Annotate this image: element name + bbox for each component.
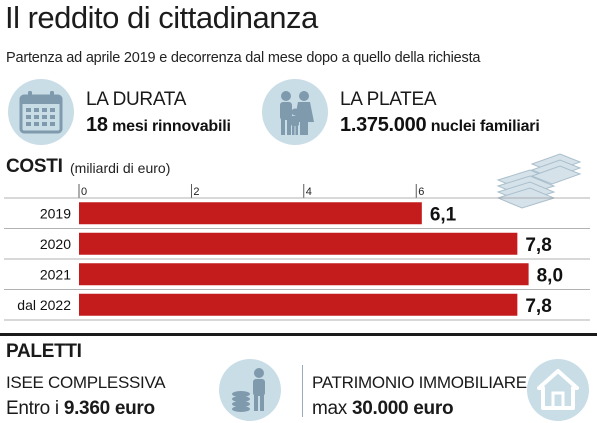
data-label: 6,1: [430, 204, 457, 225]
data-label: 7,8: [525, 235, 551, 256]
patrimonio-heading: PATRIMONIO IMMOBILIARE: [312, 373, 527, 392]
calendar-icon: [8, 79, 74, 145]
patrimonio-amount: 30.000 euro: [351, 398, 454, 419]
costi-label: COSTI: [6, 156, 63, 177]
category-label: dal 2022: [17, 297, 71, 313]
costi-subtitle: (miliardi di euro): [70, 160, 171, 176]
x-tick-label: 0: [81, 186, 87, 198]
data-label: 8,0: [537, 265, 563, 286]
section-divider: [0, 333, 597, 336]
bar: [79, 202, 422, 225]
paletti-separator: [302, 365, 303, 417]
durata-value-number: 18: [86, 114, 108, 136]
isee-heading: ISEE COMPLESSIVA: [6, 373, 166, 392]
page-title: Il reddito di cittadinanza: [5, 0, 318, 35]
isee-prefix: Entro i: [6, 398, 59, 419]
patrimonio-prefix: max: [312, 398, 347, 419]
coins-person-icon: [219, 359, 281, 421]
platea-value: 1.375.000 nuclei familiari: [340, 114, 540, 137]
x-tick-label: 4: [306, 186, 312, 198]
family-icon: [262, 79, 328, 145]
category-label: 2019: [40, 205, 71, 221]
page-subtitle: Partenza ad aprile 2019 e decorrenza dal…: [6, 50, 481, 66]
paletti-label: PALETTI: [6, 341, 82, 362]
bar: [79, 232, 518, 255]
data-label: 7,8: [525, 296, 551, 317]
house-icon: [527, 359, 589, 421]
category-label: 2020: [40, 236, 71, 252]
platea-value-text: nuclei familiari: [430, 118, 540, 135]
isee-amount: 9.360 euro: [63, 398, 155, 419]
isee-value: Entro i 9.360 euro: [6, 398, 155, 420]
x-tick-label: 6: [418, 186, 424, 198]
banknotes-icon: [496, 153, 582, 209]
platea-value-number: 1.375.000: [340, 114, 427, 136]
bar: [79, 293, 518, 316]
durata-value: 18 mesi rinnovabili: [86, 114, 231, 137]
durata-value-text: mesi rinnovabili: [112, 118, 231, 135]
patrimonio-value: max 30.000 euro: [312, 398, 454, 420]
platea-heading: LA PLATEA: [340, 89, 437, 110]
bar: [79, 263, 529, 286]
costi-chart: 0 2 4 6 2019 6,1 2020 7,8 2021 8,0 dal 2022 7,8: [4, 184, 590, 321]
category-label: 2021: [40, 266, 71, 282]
x-tick-label: 2: [193, 186, 199, 198]
durata-heading: LA DURATA: [86, 89, 187, 110]
